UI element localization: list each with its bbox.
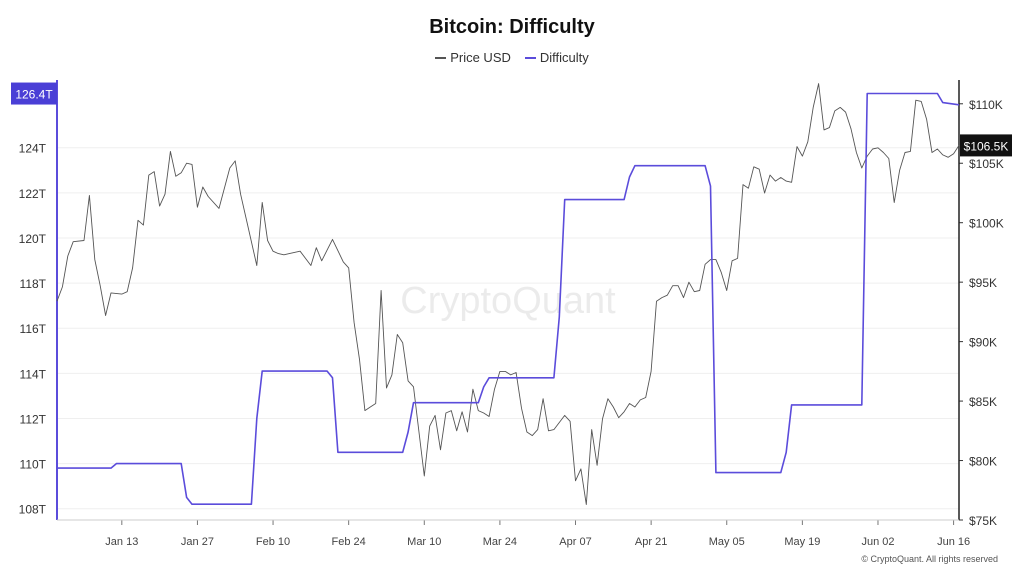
y-left-tick-label: 110T bbox=[20, 458, 47, 472]
x-tick-label: Jan 27 bbox=[181, 536, 214, 548]
tick-labels: 108T 110T 112T 114T 116T 118T 120T 122T 124T $75K… bbox=[19, 98, 1004, 548]
watermark: CryptoQuant bbox=[400, 280, 616, 322]
y-left-tick-label: 120T bbox=[19, 232, 47, 246]
y-left-tick-label: 114T bbox=[20, 367, 47, 381]
value-badges: 126.4T $106.5K bbox=[11, 82, 1012, 157]
legend-item-difficulty[interactable]: Difficulty bbox=[524, 50, 589, 65]
y-right-tick-label: $110K bbox=[969, 98, 1003, 112]
difficulty-value-badge-text: 126.4T bbox=[15, 88, 53, 102]
legend-swatch-price bbox=[435, 56, 447, 59]
y-left-tick-label: 112T bbox=[20, 412, 47, 426]
x-tick-label: May 19 bbox=[784, 536, 820, 548]
y-left-tick-label: 116T bbox=[20, 322, 47, 336]
x-tick-label: Apr 07 bbox=[559, 536, 591, 548]
legend-item-price[interactable]: Price USD bbox=[435, 50, 511, 65]
x-tick-label: Jun 02 bbox=[861, 536, 894, 548]
legend-label-price: Price USD bbox=[450, 50, 511, 65]
price-value-badge bbox=[960, 134, 1012, 157]
y-left-tick-label: 124T bbox=[19, 142, 47, 156]
y-right-tick-label: $95K bbox=[969, 276, 997, 290]
y-left-tick-label: 108T bbox=[19, 503, 47, 517]
y-right-tick-label: $75K bbox=[969, 514, 997, 528]
legend-swatch-difficulty bbox=[524, 56, 536, 59]
y-right-tick-label: $100K bbox=[969, 217, 1004, 231]
difficulty-line bbox=[57, 92, 960, 506]
difficulty-value-badge bbox=[11, 82, 57, 105]
y-left-tick-label: 122T bbox=[19, 187, 47, 201]
x-tick-label: May 05 bbox=[709, 536, 745, 548]
x-tick-label: Apr 21 bbox=[635, 536, 667, 548]
y-left-tick-label: 118T bbox=[20, 277, 47, 291]
gridlines bbox=[57, 147, 959, 510]
x-tick-label: Feb 10 bbox=[256, 536, 290, 548]
x-tick-label: Jan 13 bbox=[105, 536, 138, 548]
legend: Price USD Difficulty bbox=[0, 50, 1024, 65]
y-right-tick-label: $105K bbox=[969, 157, 1004, 171]
y-right-tick-label: $80K bbox=[969, 455, 997, 469]
y-right-tick-label: $85K bbox=[969, 395, 997, 409]
price-value-badge-text: $106.5K bbox=[964, 139, 1009, 153]
series-lines bbox=[56, 83, 960, 506]
x-tick-label: Feb 24 bbox=[332, 536, 366, 548]
chart-title: Bitcoin: Difficulty bbox=[429, 16, 595, 38]
x-tick-label: Mar 24 bbox=[483, 536, 517, 548]
copyright-notice: © CryptoQuant. All rights reserved bbox=[861, 554, 998, 564]
x-tick-label: Mar 10 bbox=[407, 536, 441, 548]
y-right-tick-label: $90K bbox=[969, 336, 997, 350]
legend-label-difficulty: Difficulty bbox=[539, 50, 589, 65]
x-tick-label: Jun 16 bbox=[937, 536, 970, 548]
price-line bbox=[56, 83, 960, 505]
